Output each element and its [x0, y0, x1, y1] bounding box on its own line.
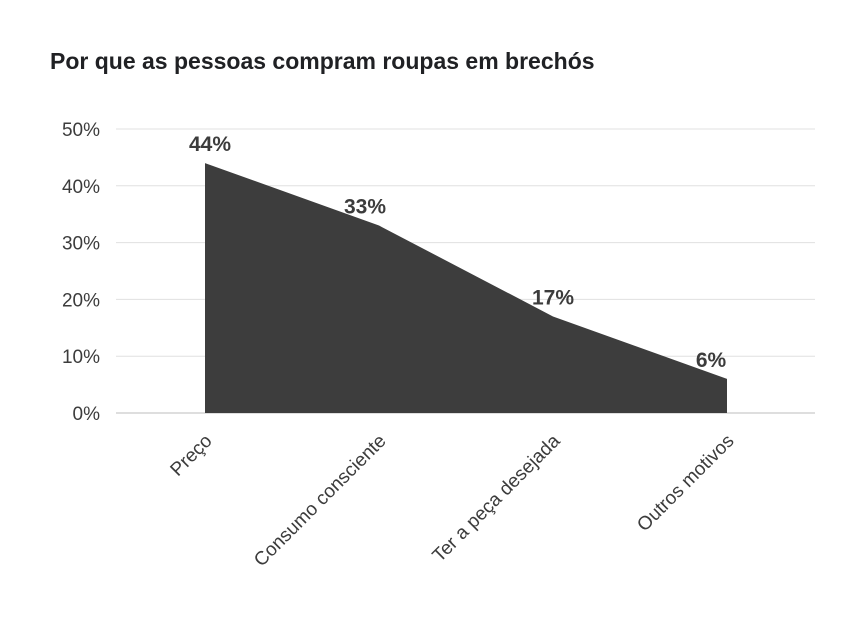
data-label: 6%	[696, 349, 727, 372]
x-category-label: Preço	[167, 431, 217, 481]
y-tick-label: 10%	[62, 347, 100, 368]
x-category-label: Ter a peça desejada	[429, 430, 565, 566]
y-tick-label: 0%	[73, 404, 101, 425]
data-label: 17%	[532, 286, 574, 309]
x-category-label: Consumo consciente	[250, 431, 390, 571]
y-tick-label: 30%	[62, 234, 100, 255]
chart-title: Por que as pessoas compram roupas em bre…	[50, 48, 595, 74]
x-category-label: Outros motivos	[633, 431, 738, 536]
y-tick-label: 20%	[62, 290, 100, 311]
y-tick-label: 40%	[62, 177, 100, 198]
area-series	[205, 163, 727, 413]
y-tick-label: 50%	[62, 120, 100, 141]
data-label: 44%	[189, 133, 231, 156]
data-label: 33%	[344, 196, 386, 219]
